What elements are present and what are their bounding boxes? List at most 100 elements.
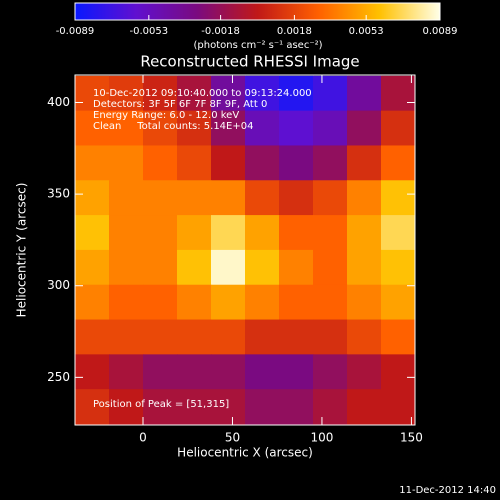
- heatmap-cell: [381, 215, 416, 251]
- heatmap-cell: [279, 354, 314, 390]
- heatmap-cell: [177, 354, 212, 390]
- heatmap-cell: [347, 145, 382, 181]
- heatmap-cell: [347, 180, 382, 216]
- heatmap-cell: [381, 249, 416, 286]
- heatmap-cell: [313, 284, 348, 321]
- heatmap-cell: [143, 180, 178, 216]
- annotation: Energy Range: 6.0 - 12.0 keV: [93, 110, 239, 121]
- heatmap-cell: [143, 145, 178, 181]
- heatmap-cell: [279, 75, 314, 112]
- heatmap-cell: [177, 215, 212, 251]
- heatmap-cell: [109, 319, 144, 356]
- heatmap-cell: [109, 145, 144, 181]
- footer: 11-Dec-2012 14:40: [399, 485, 496, 496]
- heatmap-cell: [279, 110, 314, 147]
- heatmap-cell: [279, 284, 314, 321]
- heatmap-cell: [211, 319, 246, 356]
- heatmap-cell: [211, 389, 246, 425]
- peak-note: Position of Peak = [51,315]: [93, 399, 229, 410]
- heatmap-cell: [381, 110, 416, 147]
- heatmap-cell: [75, 75, 110, 112]
- heatmap-cell: [347, 284, 382, 321]
- heatmap-cell: [177, 389, 212, 425]
- heatmap-cell: [347, 319, 382, 356]
- heatmap-cell: [177, 110, 212, 147]
- heatmap-cell: [245, 110, 280, 147]
- heatmap-cell: [109, 284, 144, 321]
- colorbar-tick-label: 0.0018: [277, 26, 312, 37]
- heatmap-cell: [279, 145, 314, 181]
- heatmap-cell: [143, 354, 178, 390]
- heatmap-cell: [75, 145, 110, 181]
- heatmap-cell: [75, 215, 110, 251]
- heatmap-cell: [245, 249, 280, 286]
- heatmap-cell: [109, 75, 144, 112]
- colorbar-tick-label: 0.0089: [423, 26, 458, 37]
- heatmap-cell: [109, 354, 144, 390]
- heatmap-cell: [279, 180, 314, 216]
- heatmap-cell: [75, 110, 110, 147]
- heatmap-cell: [211, 145, 246, 181]
- heatmap-cell: [245, 319, 280, 356]
- heatmap-cell: [279, 389, 314, 425]
- heatmap-cell: [313, 249, 348, 286]
- heatmap-cell: [279, 215, 314, 251]
- annotation: 10-Dec-2012 09:10:40.000 to 09:13:24.000: [93, 88, 312, 99]
- heatmap-cell: [347, 215, 382, 251]
- heatmap-cell: [245, 180, 280, 216]
- heatmap-cell: [75, 389, 110, 425]
- heatmap-cell: [143, 75, 178, 112]
- colorbar-tick-label: -0.0053: [130, 26, 169, 37]
- y-tick-label: 400: [47, 95, 70, 109]
- y-tick-label: 350: [47, 187, 70, 201]
- heatmap-cell: [347, 249, 382, 286]
- annotation: Detectors: 3F 5F 6F 7F 8F 9F, Att 0: [93, 99, 267, 110]
- heatmap-cell: [177, 319, 212, 356]
- heatmap-cell: [347, 354, 382, 390]
- heatmap-cell: [143, 110, 178, 147]
- heatmap-cell: [177, 249, 212, 286]
- heatmap-cell: [313, 145, 348, 181]
- heatmap-cell: [75, 249, 110, 286]
- heatmap-cell: [177, 284, 212, 321]
- colorbar-tick-label: -0.0089: [56, 26, 95, 37]
- y-tick-label: 300: [47, 278, 70, 292]
- heatmap-cell: [211, 249, 246, 286]
- heatmap-cell: [245, 145, 280, 181]
- heatmap-cell: [75, 354, 110, 390]
- heatmap-cell: [143, 249, 178, 286]
- colorbar: [74, 2, 441, 21]
- x-tick-label: 150: [400, 431, 423, 445]
- heatmap: [75, 75, 416, 425]
- heatmap-cell: [313, 354, 348, 390]
- heatmap-cell: [381, 389, 416, 425]
- heatmap-cell: [75, 319, 110, 356]
- heatmap-cell: [313, 319, 348, 356]
- heatmap-cell: [143, 284, 178, 321]
- colorbar-label: (photons cm⁻² s⁻¹ asec⁻²): [193, 40, 322, 51]
- heatmap-cell: [381, 284, 416, 321]
- colorbar-tick-label: 0.0053: [349, 26, 384, 37]
- annotation: Clean Total counts: 5.14E+04: [93, 121, 253, 132]
- heatmap-cell: [109, 215, 144, 251]
- heatmap-cell: [109, 180, 144, 216]
- heatmap-cell: [177, 75, 212, 112]
- heatmap-cell: [109, 249, 144, 286]
- heatmap-cell: [143, 319, 178, 356]
- heatmap-cell: [347, 389, 382, 425]
- y-axis-label: Heliocentric Y (arcsec): [15, 183, 29, 318]
- heatmap-cell: [313, 75, 348, 112]
- heatmap-cell: [109, 389, 144, 425]
- heatmap-cell: [109, 110, 144, 147]
- heatmap-cell: [381, 180, 416, 216]
- heatmap-cell: [381, 145, 416, 181]
- heatmap-cell: [381, 75, 416, 112]
- heatmap-cell: [75, 180, 110, 216]
- x-tick-label: 0: [139, 431, 147, 445]
- heatmap-cell: [211, 180, 246, 216]
- heatmap-cell: [75, 284, 110, 321]
- chart-title: Reconstructed RHESSI Image: [140, 53, 359, 71]
- heatmap-cell: [381, 319, 416, 356]
- heatmap-cell: [313, 389, 348, 425]
- heatmap-cell: [211, 110, 246, 147]
